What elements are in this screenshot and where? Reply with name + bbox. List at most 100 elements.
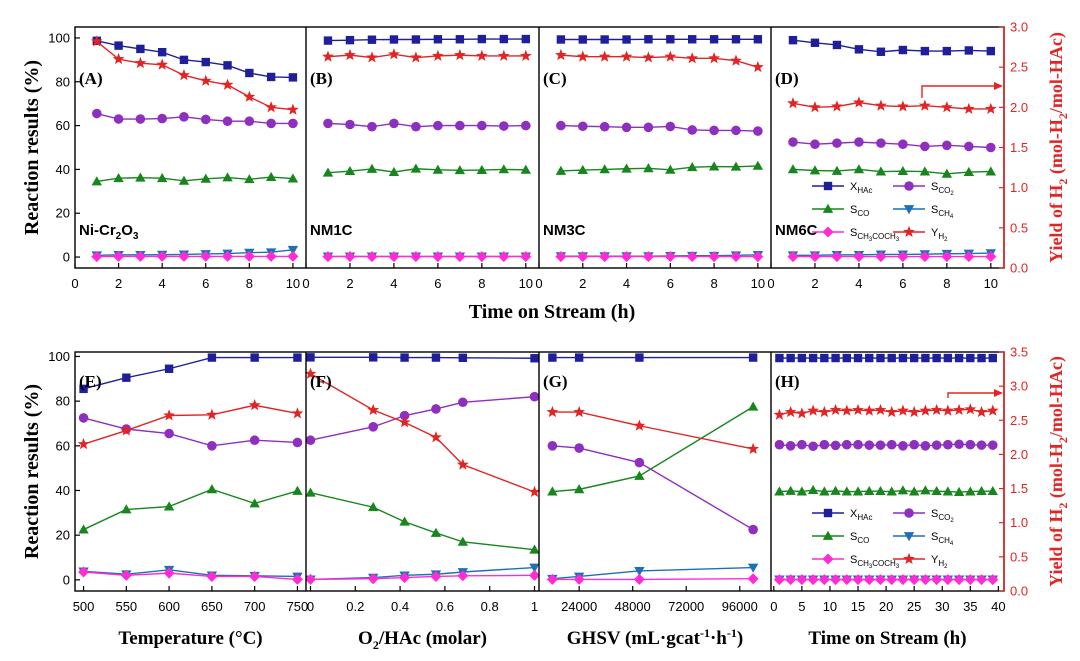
- point-S_CO2: [521, 120, 531, 131]
- legend-marker-X_HAc: [823, 508, 833, 518]
- y-tick-label-left: 80: [56, 394, 70, 409]
- point-S_CH4: [287, 245, 299, 256]
- point-S_CO: [841, 486, 852, 496]
- point-X_HAc: [499, 34, 509, 44]
- series-line-S_CH4: [310, 566, 535, 581]
- series-line-S_CO2: [96, 112, 293, 125]
- point-S_CO: [919, 166, 931, 176]
- point-Y_H2: [885, 405, 898, 418]
- point-S_CO2: [249, 435, 260, 446]
- series-line-S_CH4: [552, 566, 754, 580]
- point-S_CH3COCH3: [987, 574, 999, 586]
- point-S_CO2: [986, 142, 996, 153]
- point-S_CO: [121, 504, 132, 514]
- x-tick-label: 10: [823, 599, 837, 614]
- point-S_CH3COCH3: [120, 569, 132, 581]
- series-line-S_CH4: [96, 249, 293, 256]
- point-S_CH3COCH3: [200, 250, 212, 262]
- point-Y_H2: [964, 403, 977, 415]
- point-S_CO2: [368, 422, 379, 432]
- point-S_CO2: [864, 440, 875, 450]
- legend-label-S_CH4: SCH4: [931, 204, 954, 220]
- x-tick-label: 8: [710, 276, 717, 291]
- point-Y_H2: [430, 431, 442, 443]
- point-Y_H2: [134, 56, 147, 69]
- legend-marker-S_CO2: [904, 508, 914, 518]
- point-X_HAc: [389, 35, 399, 44]
- point-S_CH3COCH3: [886, 574, 898, 586]
- point-S_CO: [752, 160, 764, 170]
- point-X_HAc: [521, 34, 531, 44]
- y-tick-label-left: 40: [56, 483, 70, 498]
- point-X_HAc: [201, 57, 210, 67]
- point-Y_H2: [918, 99, 931, 111]
- y-tick-label-right: 1.0: [1010, 180, 1028, 195]
- point-Y_H2: [576, 50, 589, 62]
- point-Y_H2: [919, 404, 932, 416]
- point-S_CO2: [909, 439, 919, 450]
- point-S_CO2: [875, 440, 886, 450]
- x-tick-label: 35: [963, 599, 977, 614]
- point-X_HAc: [458, 353, 468, 363]
- point-Y_H2: [875, 99, 887, 111]
- point-S_CO2: [91, 108, 102, 119]
- point-S_CO: [985, 166, 997, 176]
- point-X_HAc: [932, 353, 941, 363]
- point-S_CH4: [529, 563, 540, 573]
- point-Y_H2: [840, 404, 853, 416]
- point-Y_H2: [986, 404, 999, 416]
- point-S_CH3COCH3: [664, 251, 676, 263]
- panel-G: (G) 24000 48000 72000 96000 GHSV (mL·gcat-1·h…: [543, 353, 760, 649]
- point-S_CH3COCH3: [304, 573, 316, 585]
- y-tick-label-right: 0.5: [1010, 549, 1028, 564]
- point-S_CO2: [458, 397, 468, 408]
- point-S_CH3COCH3: [931, 574, 943, 586]
- point-Y_H2: [156, 58, 169, 70]
- panel-label: (H): [775, 372, 800, 391]
- series-line-S_CO: [552, 406, 754, 493]
- x-tick-label: 0.6: [436, 599, 454, 614]
- point-S_CH3COCH3: [430, 570, 442, 582]
- legend-label-Y_H2: YH2: [931, 227, 948, 243]
- y-tick-label-left: 100: [48, 349, 70, 364]
- y-tick-label-left: 60: [56, 118, 70, 133]
- point-S_CO: [547, 486, 558, 496]
- axis-pointer-arrow: [921, 85, 996, 98]
- point-S_CO: [807, 484, 819, 494]
- point-S_CO: [687, 162, 698, 172]
- point-S_CO: [366, 163, 378, 173]
- point-Y_H2: [475, 49, 488, 61]
- point-S_CH3COCH3: [752, 251, 764, 263]
- point-Y_H2: [664, 50, 677, 62]
- point-S_CH3COCH3: [432, 251, 444, 263]
- series-line-Y_H2: [96, 40, 293, 111]
- x-axis-label: Temperature (°C): [118, 628, 262, 649]
- point-S_CO2: [965, 439, 976, 450]
- point-X_HAc: [635, 353, 644, 362]
- point-S_CO2: [266, 118, 276, 129]
- point-S_CO: [747, 401, 759, 411]
- x-axis-label: O2/HAc (molar): [358, 628, 487, 652]
- point-X_HAc: [788, 35, 798, 45]
- point-Y_H2: [291, 407, 304, 419]
- point-S_CH3COCH3: [457, 570, 469, 582]
- point-X_HAc: [136, 44, 145, 54]
- point-S_CH3COCH3: [367, 573, 379, 585]
- point-S_CO2: [830, 440, 841, 451]
- series-line-Y_H2: [792, 101, 991, 110]
- point-S_CO2: [976, 440, 987, 450]
- point-Y_H2: [528, 485, 541, 497]
- y-tick-label-right: 2.0: [1010, 447, 1028, 462]
- x-tick-label: 6: [202, 276, 209, 291]
- x-tick-label: 6: [667, 276, 674, 291]
- x-tick-label: 72000: [668, 599, 704, 614]
- point-S_CO: [573, 484, 585, 494]
- legend-label-S_CO: SCO: [850, 531, 869, 545]
- point-S_CO2: [964, 141, 974, 152]
- x-tick-label: 5: [798, 599, 805, 614]
- point-S_CO2: [665, 121, 676, 132]
- series-line-S_CO2: [552, 445, 754, 531]
- x-tick-label: 20: [879, 599, 893, 614]
- point-S_CH3COCH3: [322, 251, 334, 263]
- point-S_CO: [432, 164, 444, 174]
